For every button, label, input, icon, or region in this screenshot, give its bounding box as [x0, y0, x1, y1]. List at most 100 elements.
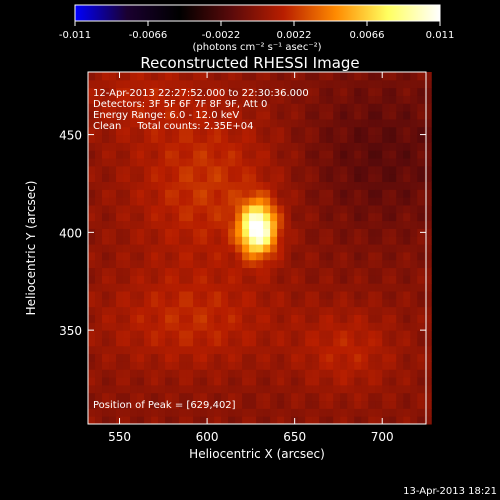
- heatmap-cell: [424, 236, 432, 245]
- heatmap-cell: [235, 267, 243, 276]
- heatmap-cell: [396, 158, 404, 167]
- heatmap-cell: [424, 408, 432, 417]
- heatmap-cell: [165, 158, 173, 167]
- heatmap-cell: [270, 220, 278, 229]
- heatmap-cell: [193, 118, 201, 128]
- heatmap-cell: [312, 298, 320, 308]
- heatmap-cell: [137, 150, 145, 159]
- heatmap-cell: [375, 189, 383, 198]
- heatmap-cell: [403, 165, 411, 175]
- heatmap-cell: [123, 369, 131, 378]
- heatmap-cell: [298, 291, 306, 300]
- heatmap-cell: [137, 79, 145, 89]
- heatmap-cell: [277, 158, 285, 167]
- heatmap-cell: [305, 275, 313, 284]
- heatmap-cell: [123, 236, 131, 245]
- heatmap-cell: [102, 204, 110, 214]
- heatmap-cell: [228, 322, 236, 331]
- heatmap-cell: [123, 345, 131, 355]
- heatmap-cell: [130, 345, 138, 355]
- heatmap-cell: [291, 150, 299, 159]
- heatmap-cell: [179, 134, 187, 143]
- heatmap-cell: [319, 173, 327, 183]
- heatmap-cell: [137, 158, 145, 167]
- heatmap-cell: [186, 220, 194, 229]
- heatmap-cell: [109, 87, 117, 96]
- heatmap-cell: [172, 353, 180, 362]
- heatmap-cell: [172, 345, 180, 355]
- heatmap-cell: [340, 126, 348, 136]
- heatmap-cell: [424, 275, 432, 284]
- heatmap-cell: [347, 118, 355, 128]
- heatmap-cell: [144, 314, 152, 323]
- x-tick-label: 550: [108, 430, 131, 444]
- heatmap-cell: [151, 197, 159, 206]
- heatmap-cell: [88, 345, 96, 355]
- heatmap-cell: [396, 197, 404, 206]
- heatmap-cell: [200, 79, 208, 89]
- heatmap-cell: [368, 150, 376, 159]
- heatmap-cell: [284, 400, 292, 409]
- heatmap-cell: [165, 87, 173, 96]
- heatmap-cell: [256, 408, 264, 417]
- heatmap-cell: [263, 306, 271, 315]
- heatmap-cell: [277, 87, 285, 96]
- heatmap-cell: [396, 204, 404, 214]
- heatmap-cell: [221, 228, 229, 237]
- heatmap-cell: [186, 416, 194, 425]
- heatmap-cell: [221, 158, 229, 167]
- heatmap-cell: [270, 197, 278, 206]
- heatmap-cell: [354, 392, 362, 402]
- heatmap-cell: [305, 314, 313, 323]
- heatmap-cell: [144, 322, 152, 331]
- heatmap-cell: [249, 392, 257, 402]
- heatmap-cell: [284, 259, 292, 269]
- heatmap-cell: [389, 251, 397, 261]
- heatmap-cell: [130, 408, 138, 417]
- heatmap-cell: [172, 118, 180, 128]
- heatmap-cell: [249, 251, 257, 261]
- heatmap-cell: [270, 353, 278, 362]
- heatmap-cell: [284, 306, 292, 315]
- heatmap-cell: [403, 377, 411, 386]
- heatmap-cell: [151, 134, 159, 143]
- heatmap-cell: [95, 400, 103, 409]
- heatmap-cell: [235, 330, 243, 339]
- heatmap-cell: [256, 126, 264, 136]
- heatmap-cell: [242, 314, 250, 323]
- heatmap-cell: [347, 259, 355, 269]
- heatmap-cell: [235, 291, 243, 300]
- heatmap-cell: [410, 345, 418, 355]
- heatmap-cell: [361, 72, 369, 81]
- heatmap-cell: [242, 384, 250, 394]
- heatmap-cell: [333, 236, 341, 245]
- heatmap-cell: [172, 298, 180, 308]
- heatmap-cell: [368, 118, 376, 128]
- heatmap-cell: [130, 283, 138, 292]
- heatmap-cell: [109, 291, 117, 300]
- heatmap-cell: [214, 337, 222, 347]
- heatmap-cell: [424, 337, 432, 347]
- heatmap-cell: [319, 400, 327, 409]
- heatmap-cell: [389, 150, 397, 159]
- heatmap-cell: [347, 408, 355, 417]
- heatmap-cell: [137, 330, 145, 339]
- heatmap-cell: [116, 181, 124, 190]
- heatmap-cell: [200, 103, 208, 112]
- heatmap-cell: [347, 142, 355, 151]
- heatmap-cell: [396, 408, 404, 417]
- heatmap-cell: [298, 298, 306, 308]
- heatmap-cell: [249, 87, 257, 96]
- heatmap-cell: [396, 220, 404, 229]
- heatmap-cell: [165, 126, 173, 136]
- heatmap-cell: [305, 416, 313, 425]
- heatmap-cell: [144, 298, 152, 308]
- heatmap-cell: [221, 220, 229, 229]
- heatmap-cell: [221, 134, 229, 143]
- heatmap-cell: [228, 384, 236, 394]
- heatmap-cell: [410, 158, 418, 167]
- heatmap-cell: [109, 267, 117, 276]
- heatmap-cell: [109, 275, 117, 284]
- heatmap-cell: [298, 87, 306, 96]
- heatmap-cell: [214, 150, 222, 159]
